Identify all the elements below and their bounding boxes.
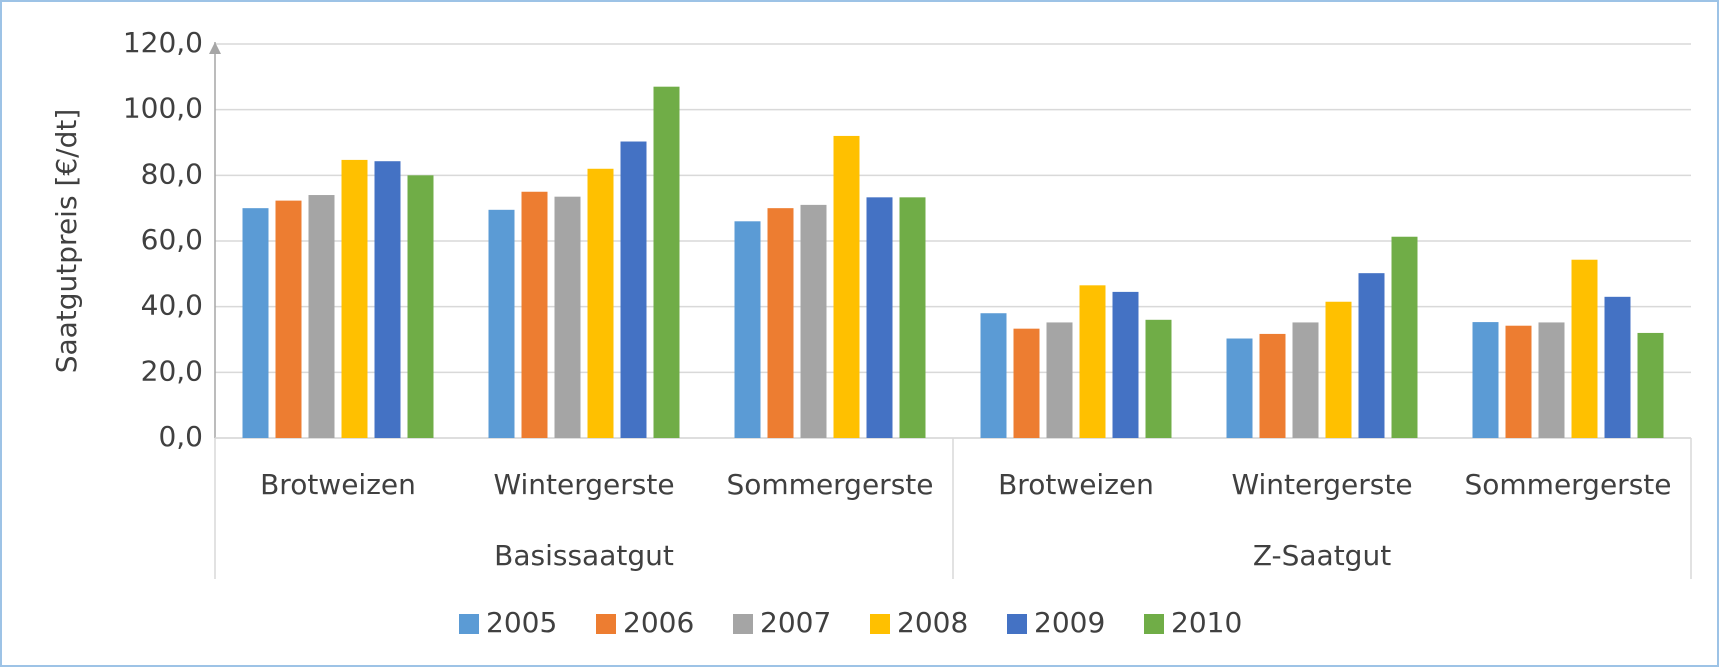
bar <box>308 195 335 438</box>
bar <box>488 209 515 438</box>
y-tick-label: 100,0 <box>123 92 203 125</box>
group-label: Basissaatgut <box>494 539 674 572</box>
bar <box>734 221 761 438</box>
x-tick-label: Brotweizen <box>260 468 416 501</box>
legend-label: 2008 <box>897 606 968 639</box>
y-tick-label: 60,0 <box>141 223 203 256</box>
y-tick-label: 20,0 <box>141 354 203 387</box>
bar <box>1325 301 1352 438</box>
bar <box>1538 322 1565 438</box>
bar <box>341 159 368 438</box>
bar <box>1145 319 1172 438</box>
y-tick-label: 80,0 <box>141 157 203 190</box>
y-tick-label: 120,0 <box>123 26 203 59</box>
bar <box>980 313 1007 438</box>
bar <box>275 200 302 438</box>
bar <box>1112 291 1139 438</box>
bar <box>242 208 269 438</box>
legend-swatch <box>1007 614 1027 634</box>
bar <box>554 196 581 438</box>
y-axis-label: Saatgutpreis [€/dt] <box>50 109 83 374</box>
y-tick-label: 0,0 <box>158 420 203 453</box>
x-tick-label: Sommergerste <box>726 468 933 501</box>
bar <box>407 175 434 439</box>
bar <box>866 197 893 438</box>
bar <box>1604 296 1631 438</box>
x-tick-label: Brotweizen <box>998 468 1154 501</box>
legend-label: 2006 <box>623 606 694 639</box>
legend-swatch <box>596 614 616 634</box>
bar <box>899 197 926 438</box>
legend-label: 2009 <box>1034 606 1105 639</box>
legend-swatch <box>459 614 479 634</box>
x-tick-label: Wintergerste <box>493 468 674 501</box>
bar <box>653 86 680 438</box>
bar <box>1079 285 1106 438</box>
bar <box>620 141 647 438</box>
y-tick-label: 40,0 <box>141 289 203 322</box>
legend-label: 2007 <box>760 606 831 639</box>
bar <box>1046 322 1073 438</box>
bar <box>1358 273 1385 438</box>
legend-label: 2005 <box>486 606 557 639</box>
legend-swatch <box>870 614 890 634</box>
bar <box>374 161 401 438</box>
x-tick-label: Wintergerste <box>1231 468 1412 501</box>
y-axis-arrow <box>209 42 221 54</box>
bar <box>1259 333 1286 438</box>
bar <box>1226 338 1253 438</box>
bar <box>1472 322 1499 438</box>
bar <box>1013 328 1040 438</box>
legend-swatch <box>1144 614 1164 634</box>
legend-label: 2010 <box>1171 606 1242 639</box>
bar <box>1505 325 1532 438</box>
group-label: Z-Saatgut <box>1253 539 1391 572</box>
bar <box>1571 259 1598 438</box>
bar <box>587 168 614 438</box>
bar <box>800 204 827 438</box>
bar <box>521 191 548 438</box>
bar <box>833 135 860 438</box>
x-tick-label: Sommergerste <box>1464 468 1671 501</box>
legend-swatch <box>733 614 753 634</box>
bar <box>767 208 794 438</box>
bar <box>1391 236 1418 438</box>
bar <box>1292 322 1319 438</box>
bar <box>1637 332 1664 438</box>
